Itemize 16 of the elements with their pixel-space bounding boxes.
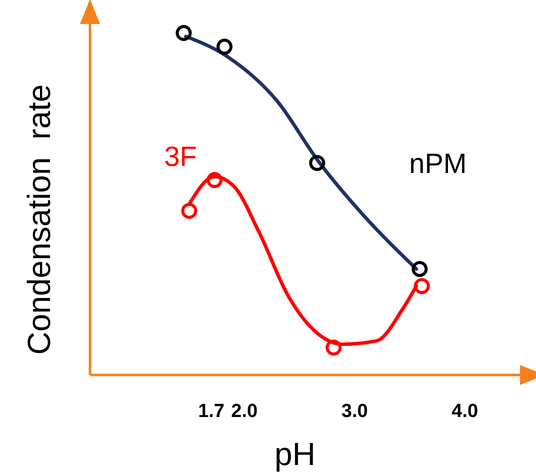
text: nPM	[409, 148, 467, 179]
point	[309, 154, 326, 171]
x-tick-label: 3.0	[341, 401, 368, 422]
x-axis-title: pH	[274, 436, 316, 472]
series-label: 3F	[164, 140, 197, 172]
point	[181, 202, 198, 219]
y-axis-title: Condensation rate	[21, 84, 57, 355]
x-tick-label: 1.7	[198, 401, 224, 422]
point	[414, 278, 430, 294]
x-tick-label: 4.0	[452, 401, 478, 422]
point	[206, 172, 223, 188]
point	[412, 260, 428, 277]
point	[326, 340, 342, 356]
x-tick-label: 2.0	[231, 401, 258, 422]
point	[176, 25, 192, 41]
point	[216, 38, 233, 55]
